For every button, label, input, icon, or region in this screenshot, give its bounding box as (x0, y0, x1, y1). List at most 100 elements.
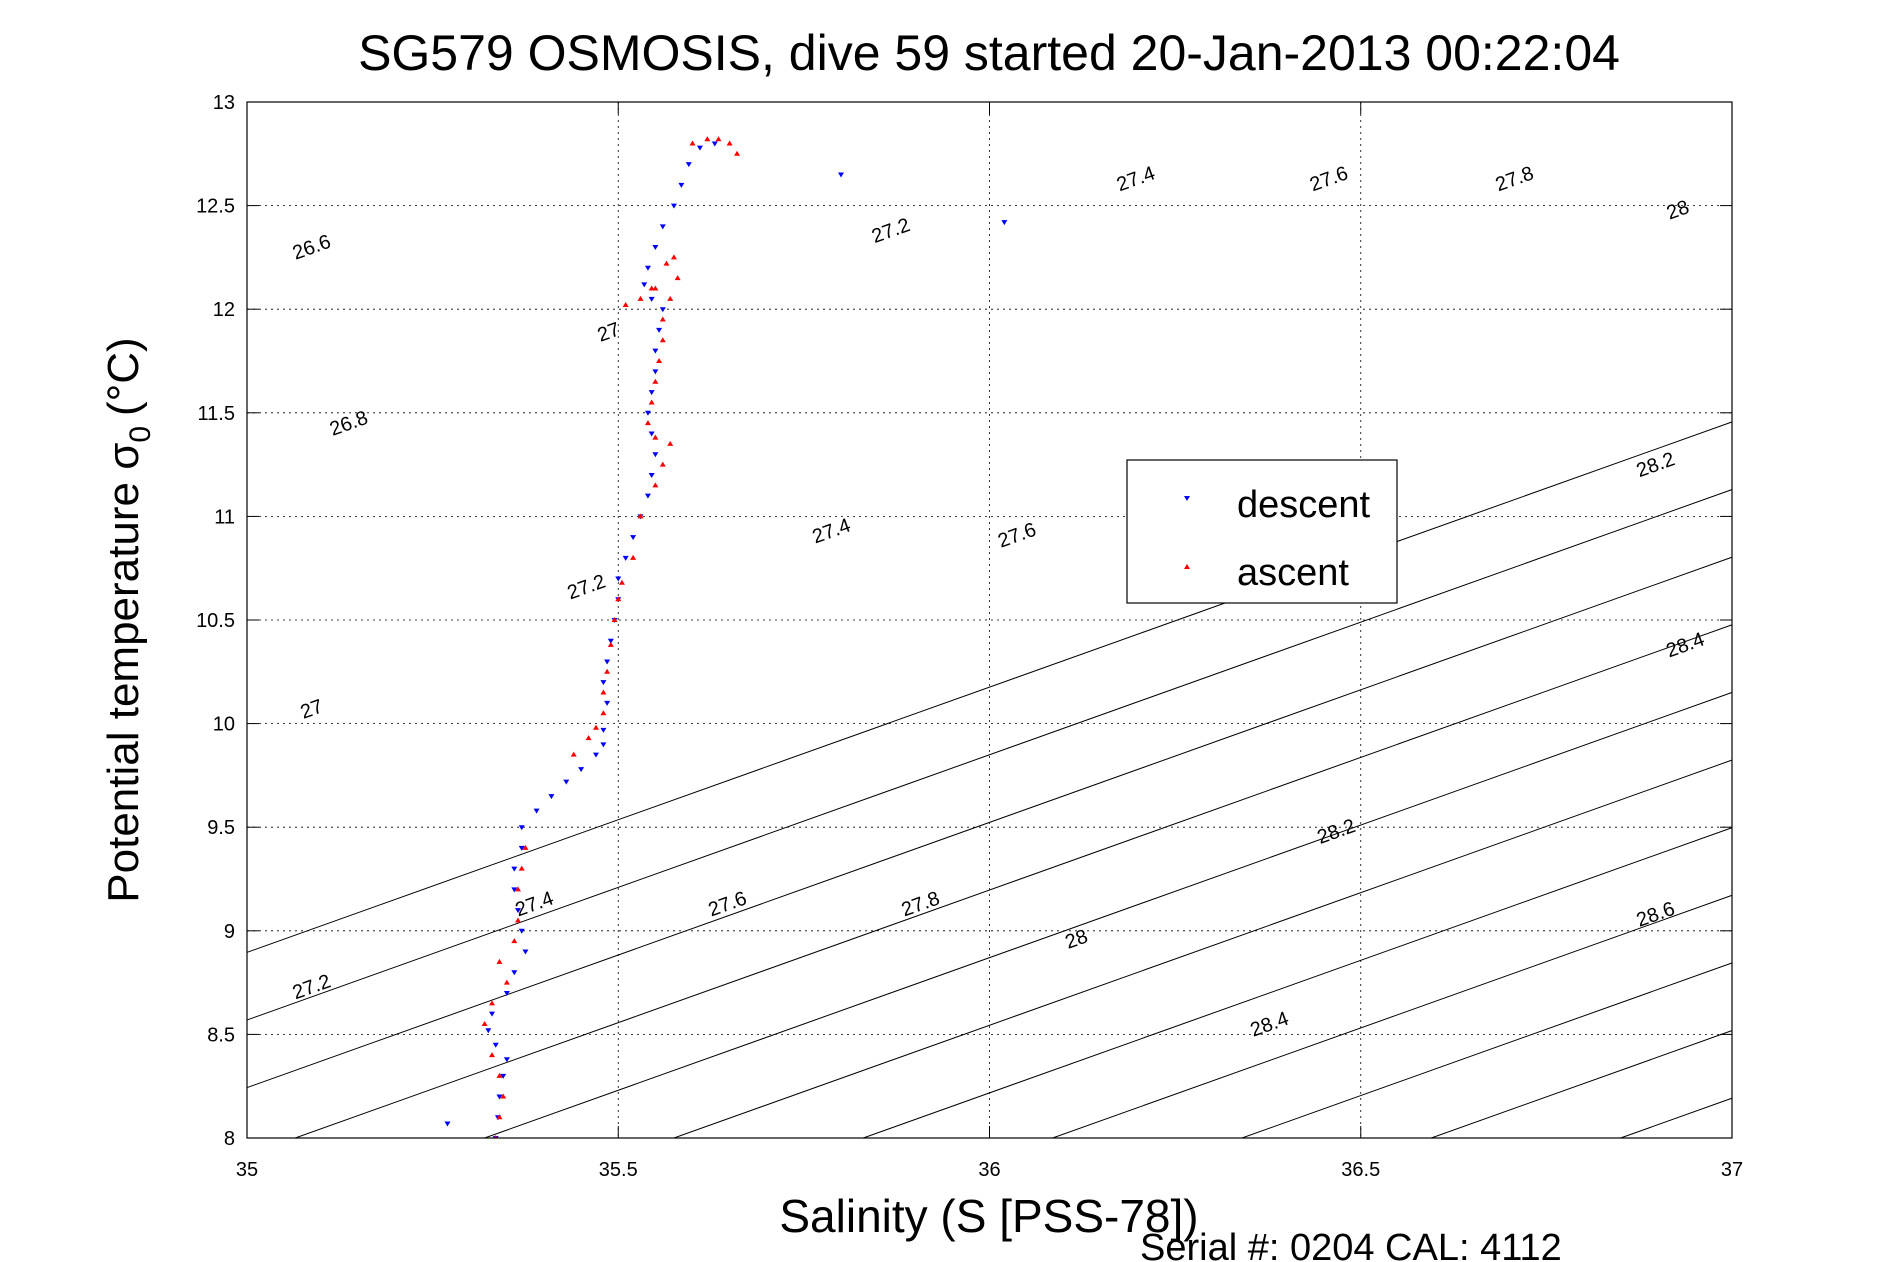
descent-point (652, 452, 659, 458)
descent-point (1001, 220, 1008, 226)
descent-point (656, 327, 663, 333)
ascent-point (726, 140, 733, 146)
ascent-point (689, 140, 696, 146)
descent-point (511, 866, 518, 872)
density-contour-line (247, 556, 1732, 1089)
descent-point (648, 390, 655, 396)
descent-point (696, 145, 703, 151)
ascent-point (659, 337, 666, 343)
ascent-point (648, 399, 655, 405)
x-tick-label: 36.5 (1341, 1159, 1380, 1181)
density-contours (247, 102, 1891, 1138)
ascent-point (648, 285, 655, 291)
descent-point (644, 410, 651, 416)
ascent-point (503, 979, 510, 985)
y-tick-label: 8 (224, 1128, 235, 1150)
ascent-point (585, 735, 592, 741)
legend: descent ascent (1126, 459, 1398, 604)
ascent-point (659, 461, 666, 467)
ascent-point (622, 302, 629, 308)
descent-point (489, 1011, 496, 1017)
ascent-point (500, 1093, 507, 1099)
descent-point (592, 752, 599, 758)
ascent-point (570, 751, 577, 757)
descent-point (652, 369, 659, 375)
ascent-point (515, 886, 522, 892)
ascent-point (652, 482, 659, 488)
ascent-point (667, 440, 674, 446)
ascent-point (667, 295, 674, 301)
x-tick-label: 37 (1721, 1159, 1743, 1181)
x-tick-label: 35.5 (599, 1159, 638, 1181)
descent-point (604, 700, 611, 706)
ascent-point (674, 275, 681, 281)
legend-descent-marker (1184, 496, 1190, 501)
ascent-point (644, 420, 651, 426)
ascent-point (496, 1072, 503, 1078)
descent-point (648, 431, 655, 437)
ascent-point (611, 617, 618, 622)
descent-point (533, 808, 540, 814)
x-axis-label: Salinity (S [PSS-78]) (779, 1190, 1198, 1242)
ascent-point (652, 434, 659, 440)
descent-point (838, 172, 844, 178)
descent-point (503, 1057, 510, 1063)
descent-point (622, 555, 629, 561)
descent-point (630, 535, 637, 541)
descent-point (659, 307, 666, 313)
descent-point (511, 887, 518, 893)
y-tick-label: 9.5 (207, 817, 235, 839)
descent-point (496, 1094, 503, 1100)
descent-point (648, 296, 655, 302)
ascent-point (637, 295, 644, 301)
ascent-point (630, 554, 637, 560)
ascent-point (592, 724, 599, 730)
ascent-point (600, 710, 607, 716)
y-tick-label: 10 (213, 714, 235, 736)
ascent-point (493, 1135, 498, 1138)
descent-point (644, 265, 651, 271)
y-axis-label-sub: 0 (124, 426, 157, 443)
ascent-point (652, 378, 659, 384)
descent-point (678, 182, 685, 188)
ascent-point (663, 260, 670, 266)
ascent-point (618, 579, 625, 585)
descent-point (485, 1028, 492, 1034)
legend-ascent-marker (1184, 564, 1190, 569)
descent-point (600, 680, 607, 686)
descent-point (641, 282, 648, 288)
y-tick-label: 13 (213, 92, 235, 114)
descent-point (503, 990, 510, 996)
descent-point (578, 767, 585, 773)
x-tick-label: 35 (236, 1159, 258, 1181)
ascent-point (496, 1114, 503, 1120)
density-contour-line (247, 489, 1732, 1021)
ascent-point (604, 668, 611, 674)
ascent-point (489, 1052, 496, 1058)
y-tick-label: 8.5 (207, 1024, 235, 1046)
descent-point (652, 245, 659, 251)
ascent-point (607, 641, 614, 647)
density-contour-line (1052, 894, 1732, 1138)
density-contour-line (673, 759, 1732, 1138)
density-contour-line (1241, 962, 1732, 1138)
ascent-point (515, 917, 522, 923)
y-tick-label: 11.5 (198, 403, 235, 425)
descent-point (600, 742, 607, 748)
density-contour-line (1810, 102, 1891, 1138)
descent-point (500, 1073, 507, 1079)
legend-box (1126, 459, 1398, 604)
y-tick-label: 12.5 (196, 196, 235, 218)
ascent-point (670, 254, 677, 260)
y-tick-label: 11 (214, 506, 235, 528)
y-tick-label: 9 (224, 921, 235, 943)
descent-point (522, 949, 529, 955)
descent-point (515, 908, 522, 914)
ascent-point (715, 136, 722, 142)
descent-point (607, 638, 614, 644)
descent-point (548, 794, 555, 800)
y-axis-label: Potential temperature σ0 (°C) (99, 337, 157, 902)
descent-point (518, 928, 525, 934)
ascent-point (489, 1000, 496, 1006)
